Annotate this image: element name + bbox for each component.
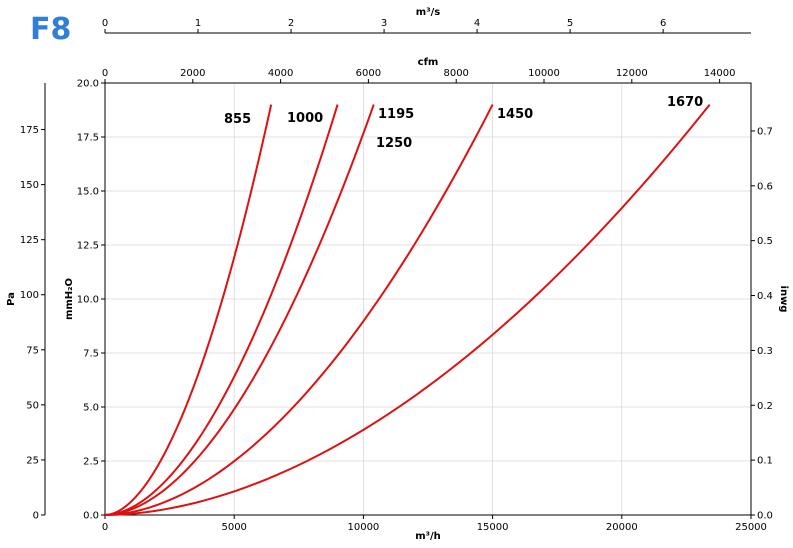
y-tick-label: 17.5 (77, 133, 99, 144)
x-tick-label: 25000 (735, 522, 767, 533)
curve-1670 (104, 103, 711, 516)
pa-axis-label: Pa (6, 292, 17, 306)
pa-tick-label: 150 (20, 180, 39, 191)
y-tick-label: 12.5 (77, 241, 99, 252)
m3s-tick-label: 5 (567, 18, 573, 29)
cfm-tick-label: 14000 (704, 68, 736, 79)
x-axis-label: m³/h (415, 531, 441, 542)
inwg-axis-label: inwg (778, 286, 789, 313)
y-tick-label: 10.0 (77, 295, 99, 306)
cfm-tick-label: 8000 (443, 68, 468, 79)
y-axis-label: mmH₂O (64, 278, 75, 320)
pa-tick-label: 25 (26, 455, 39, 466)
cfm-tick-label: 4000 (268, 68, 293, 79)
inwg-tick-label: 0.6 (757, 181, 773, 192)
x-tick-label: 20000 (606, 522, 638, 533)
cfm-tick-label: 10000 (528, 68, 560, 79)
pa-tick-label: 0 (33, 511, 39, 522)
inwg-tick-label: 0.7 (757, 126, 773, 137)
inwg-tick-label: 0.4 (757, 291, 773, 302)
curve-1000 (104, 104, 339, 516)
inwg-tick-label: 0.2 (757, 401, 773, 412)
curve-label-1000: 1000 (287, 111, 323, 126)
inwg-tick-label: 0.3 (757, 346, 773, 357)
curve-label-1250: 1250 (376, 136, 412, 151)
m3s-tick-label: 2 (288, 18, 294, 29)
curve-label-1670: 1670 (667, 95, 703, 110)
x-tick-label: 15000 (477, 522, 509, 533)
chart-badge: F8 (30, 12, 72, 47)
y-tick-label: 7.5 (83, 349, 99, 360)
x-tick-label: 5000 (221, 522, 246, 533)
x-tick-label: 10000 (347, 522, 379, 533)
y-tick-label: 20.0 (77, 79, 99, 90)
pa-tick-label: 75 (26, 345, 39, 356)
pa-tick-label: 175 (20, 125, 39, 136)
curve-labels: 855 1000 1195 1250 1450 1670 (224, 95, 703, 151)
inwg-tick-label: 0.0 (757, 511, 773, 522)
pa-tick-label: 50 (26, 400, 39, 411)
y-tick-label: 15.0 (77, 187, 99, 198)
y-tick-label: 0.0 (83, 511, 99, 522)
cfm-tick-label: 12000 (616, 68, 648, 79)
x-tick-label: 0 (102, 522, 108, 533)
cfm-tick-label: 2000 (180, 68, 205, 79)
grid (104, 82, 752, 516)
curve-label-855: 855 (224, 112, 251, 127)
m3s-tick-label: 1 (195, 18, 201, 29)
curve-1195 (104, 104, 375, 516)
y-tick-label: 5.0 (83, 403, 99, 414)
pa-tick-label: 100 (20, 290, 39, 301)
curve-1250 (104, 104, 494, 516)
m3s-tick-label: 6 (660, 18, 666, 29)
axes (44, 32, 752, 516)
inwg-tick-label: 0.5 (757, 236, 773, 247)
cfm-tick-label: 0 (102, 68, 108, 79)
m3s-axis-label: m³/s (416, 7, 440, 18)
curve-label-1195: 1195 (378, 107, 414, 122)
m3s-tick-label: 0 (102, 18, 108, 29)
m3s-tick-label: 4 (474, 18, 480, 29)
m3s-tick-label: 3 (381, 18, 387, 29)
curves (104, 103, 711, 516)
cfm-axis-label: cfm (418, 57, 439, 68)
pa-tick-label: 125 (20, 235, 39, 246)
y-tick-label: 2.5 (83, 457, 99, 468)
inwg-tick-label: 0.1 (757, 456, 773, 467)
ticks: 0 5000 10000 15000 20000 25000m³/h0.02.55.07.… (6, 7, 789, 542)
curve-label-1450: 1450 (497, 107, 533, 122)
curve-855 (104, 104, 273, 516)
cfm-tick-label: 6000 (356, 68, 381, 79)
